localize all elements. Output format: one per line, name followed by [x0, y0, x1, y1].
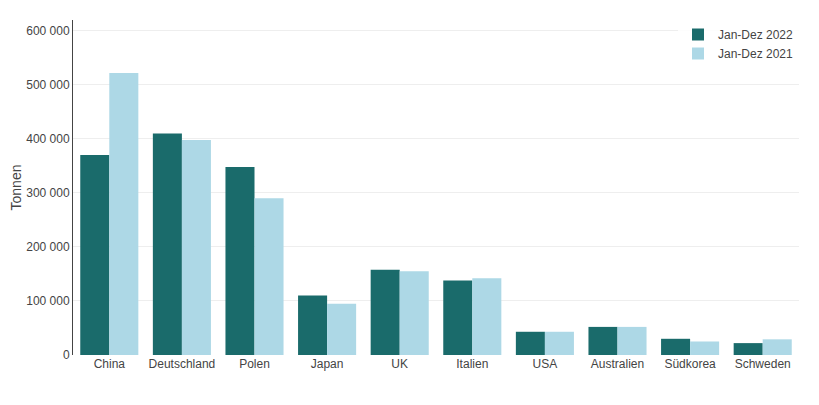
svg-text:200 000: 200 000 — [26, 240, 70, 254]
svg-text:Jan-Dez 2022: Jan-Dez 2022 — [718, 28, 793, 42]
svg-text:Schweden: Schweden — [735, 357, 791, 371]
svg-text:Deutschland: Deutschland — [149, 357, 216, 371]
svg-text:500 000: 500 000 — [26, 78, 70, 92]
svg-text:Italien: Italien — [456, 357, 488, 371]
svg-text:300 000: 300 000 — [26, 186, 70, 200]
svg-text:Tonnen: Tonnen — [8, 165, 24, 211]
svg-text:USA: USA — [533, 357, 558, 371]
svg-text:Japan: Japan — [311, 357, 344, 371]
svg-text:100 000: 100 000 — [26, 294, 70, 308]
svg-text:China: China — [94, 357, 126, 371]
svg-text:Jan-Dez 2021: Jan-Dez 2021 — [718, 47, 793, 61]
svg-text:600 000: 600 000 — [26, 24, 70, 38]
svg-text:UK: UK — [391, 357, 408, 371]
svg-text:400 000: 400 000 — [26, 132, 70, 146]
svg-text:Polen: Polen — [239, 357, 270, 371]
svg-text:Südkorea: Südkorea — [664, 357, 716, 371]
svg-text:Australien: Australien — [591, 357, 644, 371]
svg-text:0: 0 — [63, 348, 70, 362]
